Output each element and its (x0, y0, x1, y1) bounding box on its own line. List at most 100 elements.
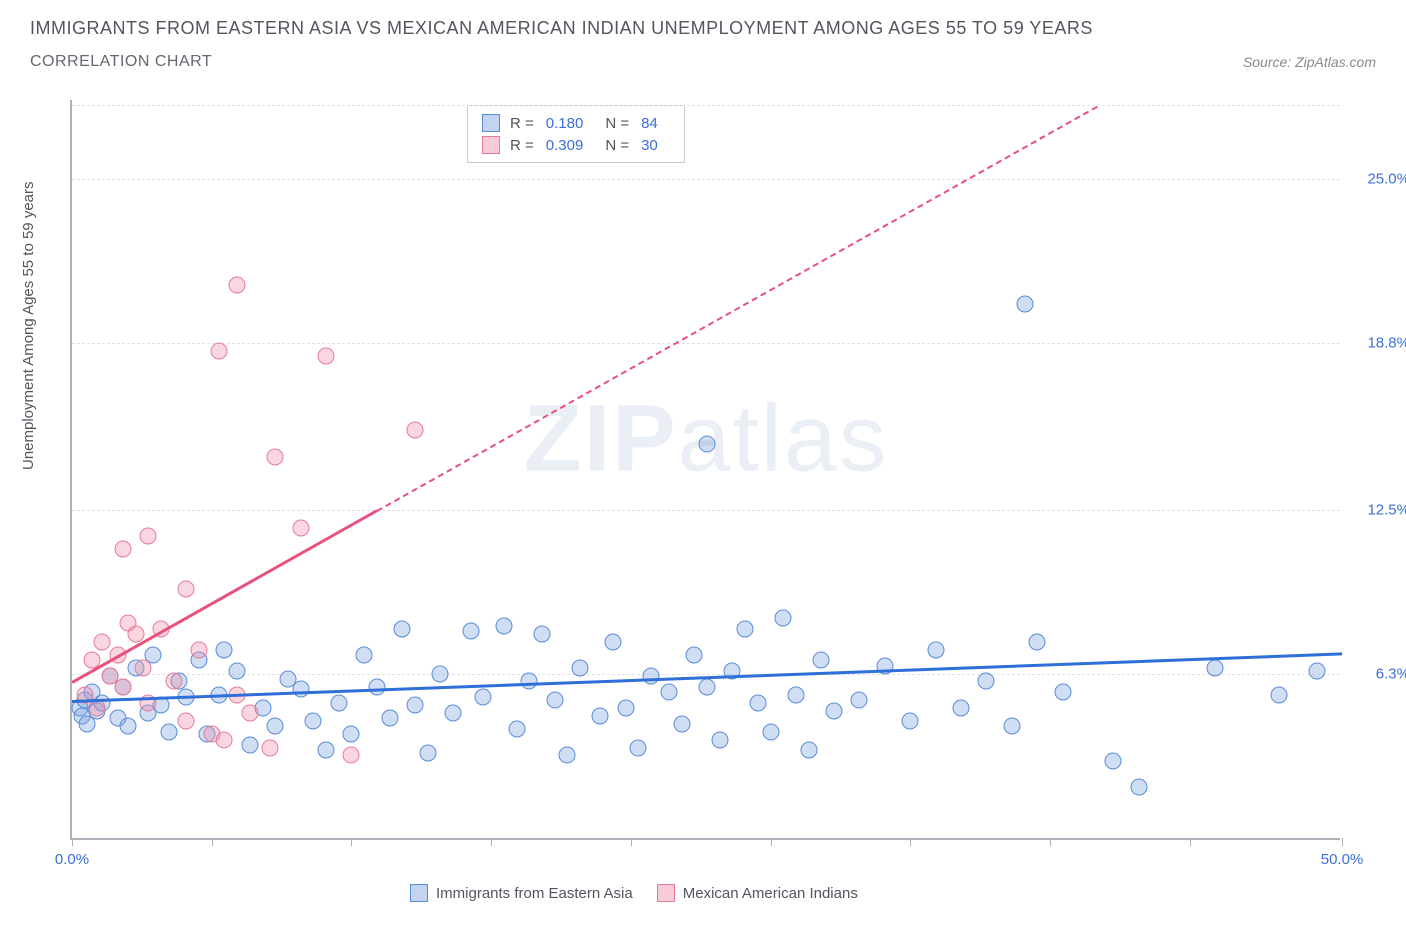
xtick (771, 838, 772, 846)
xtick (351, 838, 352, 846)
data-point (775, 610, 792, 627)
xtick-label: 0.0% (55, 851, 89, 868)
data-point (686, 647, 703, 664)
gridline (72, 510, 1340, 511)
data-point (546, 691, 563, 708)
data-point (262, 739, 279, 756)
data-point (521, 673, 538, 690)
data-point (94, 633, 111, 650)
data-point (559, 747, 576, 764)
swatch-pink-icon (482, 136, 500, 154)
data-point (1016, 295, 1033, 312)
data-point (902, 713, 919, 730)
data-point (432, 665, 449, 682)
data-point (114, 678, 131, 695)
data-point (368, 678, 385, 695)
data-point (673, 715, 690, 732)
data-point (330, 694, 347, 711)
gridline (72, 179, 1340, 180)
r-label: R = (510, 137, 534, 154)
data-point (851, 691, 868, 708)
data-point (406, 697, 423, 714)
data-point (508, 721, 525, 738)
data-point (241, 705, 258, 722)
legend-item-pink: Mexican American Indians (657, 884, 858, 902)
data-point (826, 702, 843, 719)
legend-label-blue: Immigrants from Eastern Asia (436, 885, 633, 902)
source-label: Source: ZipAtlas.com (1243, 54, 1376, 70)
stats-legend: R = 0.180 N = 84 R = 0.309 N = 30 (467, 105, 685, 163)
data-point (318, 742, 335, 759)
bottom-legend: Immigrants from Eastern Asia Mexican Ame… (410, 884, 858, 902)
data-point (135, 660, 152, 677)
data-point (1054, 684, 1071, 701)
data-point (592, 707, 609, 724)
n-label: N = (605, 137, 629, 154)
data-point (762, 723, 779, 740)
ytick-label: 18.8% (1350, 335, 1406, 352)
data-point (533, 625, 550, 642)
data-point (394, 620, 411, 637)
data-point (572, 660, 589, 677)
data-point (1207, 660, 1224, 677)
data-point (89, 699, 106, 716)
data-point (292, 681, 309, 698)
xtick (1050, 838, 1051, 846)
plot-region: ZIPatlas R = 0.180 N = 84 R = 0.309 N = … (70, 100, 1340, 840)
swatch-pink-icon (657, 884, 675, 902)
gridline (72, 105, 1340, 106)
data-point (216, 641, 233, 658)
xtick (1342, 838, 1343, 846)
data-point (229, 662, 246, 679)
data-point (160, 723, 177, 740)
data-point (711, 731, 728, 748)
data-point (445, 705, 462, 722)
data-point (800, 742, 817, 759)
data-point (1003, 718, 1020, 735)
n-value-blue: 84 (641, 115, 658, 132)
data-point (216, 731, 233, 748)
swatch-blue-icon (482, 114, 500, 132)
data-point (343, 747, 360, 764)
data-point (462, 623, 479, 640)
data-point (643, 668, 660, 685)
data-point (737, 620, 754, 637)
ytick-label: 6.3% (1350, 665, 1406, 682)
data-point (305, 713, 322, 730)
data-point (211, 343, 228, 360)
data-point (165, 673, 182, 690)
data-point (475, 689, 492, 706)
data-point (119, 718, 136, 735)
data-point (953, 699, 970, 716)
data-point (1308, 662, 1325, 679)
xtick (72, 838, 73, 846)
stats-row-pink: R = 0.309 N = 30 (482, 134, 670, 156)
data-point (114, 541, 131, 558)
data-point (749, 694, 766, 711)
data-point (406, 422, 423, 439)
chart-subtitle: CORRELATION CHART (30, 53, 212, 71)
data-point (699, 678, 716, 695)
ytick-label: 25.0% (1350, 171, 1406, 188)
xtick (910, 838, 911, 846)
data-point (318, 348, 335, 365)
xtick (1190, 838, 1191, 846)
n-value-pink: 30 (641, 137, 658, 154)
data-point (419, 744, 436, 761)
data-point (381, 710, 398, 727)
data-point (495, 617, 512, 634)
data-point (660, 684, 677, 701)
stats-row-blue: R = 0.180 N = 84 (482, 112, 670, 134)
data-point (699, 435, 716, 452)
data-point (1270, 686, 1287, 703)
data-point (617, 699, 634, 716)
data-point (267, 718, 284, 735)
data-point (1130, 779, 1147, 796)
chart-area: ZIPatlas R = 0.180 N = 84 R = 0.309 N = … (70, 100, 1370, 870)
data-point (1105, 752, 1122, 769)
data-point (927, 641, 944, 658)
xtick (491, 838, 492, 846)
xtick (631, 838, 632, 846)
r-label: R = (510, 115, 534, 132)
chart-title: IMMIGRANTS FROM EASTERN ASIA VS MEXICAN … (30, 18, 1376, 39)
